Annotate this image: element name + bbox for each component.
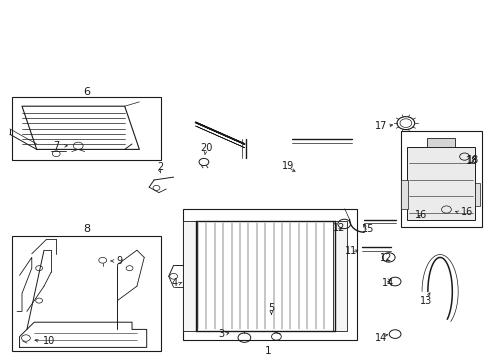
- Text: 2: 2: [157, 162, 163, 172]
- Text: 18: 18: [465, 156, 478, 166]
- Bar: [400, 131, 481, 227]
- Text: 8: 8: [83, 224, 90, 234]
- Bar: [183, 221, 197, 331]
- Text: 11: 11: [344, 246, 357, 256]
- Text: 13: 13: [419, 296, 432, 306]
- Bar: [333, 221, 346, 331]
- Text: 7: 7: [53, 141, 59, 151]
- Text: 10: 10: [42, 336, 55, 346]
- Text: 19: 19: [282, 161, 294, 171]
- Text: 20: 20: [200, 143, 212, 153]
- Bar: [12, 236, 161, 351]
- Text: 17: 17: [374, 121, 387, 131]
- Text: 1: 1: [264, 346, 271, 356]
- Text: 16: 16: [414, 210, 427, 220]
- Text: 6: 6: [83, 87, 90, 97]
- Bar: [474, 183, 479, 206]
- Text: 4: 4: [171, 278, 177, 288]
- Bar: [183, 209, 356, 340]
- Text: 15: 15: [361, 224, 373, 234]
- Text: 18: 18: [466, 155, 479, 165]
- Text: 9: 9: [117, 256, 122, 266]
- Text: 12: 12: [379, 253, 392, 264]
- Text: 12: 12: [332, 222, 345, 233]
- Bar: [400, 180, 407, 209]
- Text: 5: 5: [268, 303, 274, 313]
- Text: 14: 14: [374, 333, 387, 343]
- Bar: [427, 138, 454, 147]
- Bar: [12, 97, 161, 160]
- Text: 14: 14: [381, 278, 393, 288]
- Bar: [406, 147, 474, 220]
- Text: 3: 3: [218, 329, 224, 339]
- Text: 16: 16: [460, 207, 472, 217]
